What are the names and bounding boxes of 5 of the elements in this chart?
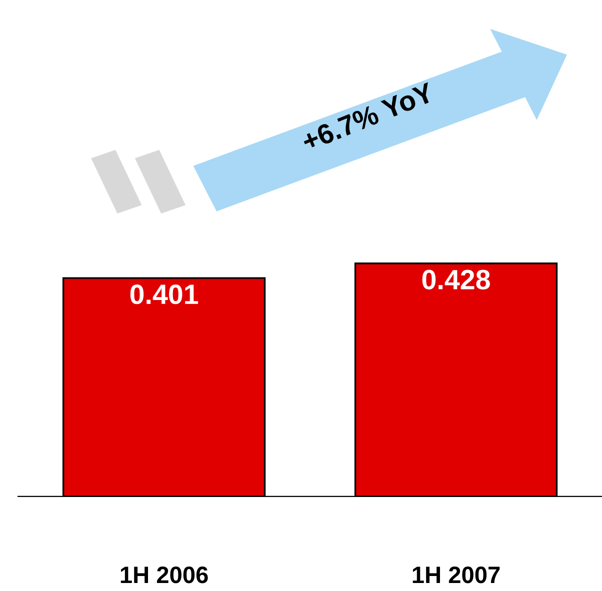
- text: +6.7% YoY: [300, 82, 436, 152]
- x-tick-label: 1H 2007: [412, 566, 500, 584]
- data-label: 0.401: [130, 284, 198, 304]
- x-tick-label: 1H 2006: [120, 566, 208, 584]
- data-label: 0.428: [422, 270, 490, 290]
